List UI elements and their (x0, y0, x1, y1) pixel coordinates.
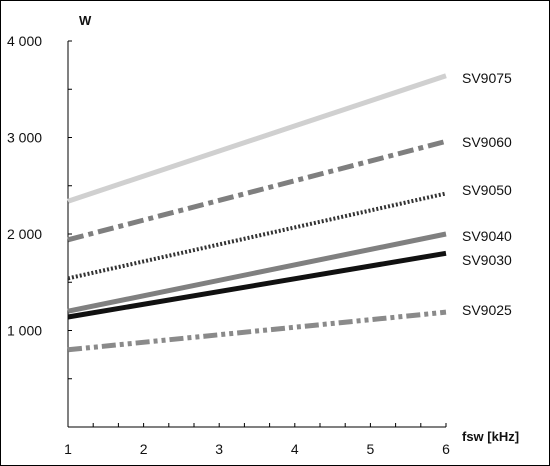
series-label-sv9025: SV9025 (462, 302, 512, 318)
series-label-sv9075: SV9075 (462, 70, 512, 86)
x-tick-label: 5 (367, 441, 375, 457)
x-tick-label: 6 (442, 441, 450, 457)
series-line-sv9060 (67, 138, 447, 243)
y-tick-label: 3 000 (7, 130, 42, 146)
y-tick-label: 4 000 (7, 33, 42, 49)
series-label-sv9030: SV9030 (462, 252, 512, 268)
axes: 1 000 2 000 3 000 4 000 1 2 3 4 5 6 (7, 33, 450, 457)
y-tick-label: 1 000 (7, 323, 42, 339)
series-labels: SV9075 SV9060 SV9050 SV9040 SV9030 SV9025 (462, 70, 512, 318)
series-line-sv9075 (67, 73, 447, 204)
series-line-sv9040 (67, 231, 447, 314)
series-line-sv9030 (67, 250, 447, 320)
series-line-sv9050 (67, 191, 447, 281)
series-line-sv9025 (67, 309, 447, 353)
x-tick-label: 3 (215, 441, 223, 457)
y-axis-title: W (79, 13, 92, 28)
y-tick-label: 2 000 (7, 226, 42, 242)
x-tick-label: 2 (140, 441, 148, 457)
x-axis-title: fsw [kHz] (462, 429, 519, 444)
x-tick-label: 1 (64, 441, 72, 457)
series-lines (67, 73, 447, 353)
series-label-sv9040: SV9040 (462, 228, 512, 244)
x-tick-label: 4 (291, 441, 299, 457)
series-label-sv9060: SV9060 (462, 134, 512, 150)
series-label-sv9050: SV9050 (462, 182, 512, 198)
